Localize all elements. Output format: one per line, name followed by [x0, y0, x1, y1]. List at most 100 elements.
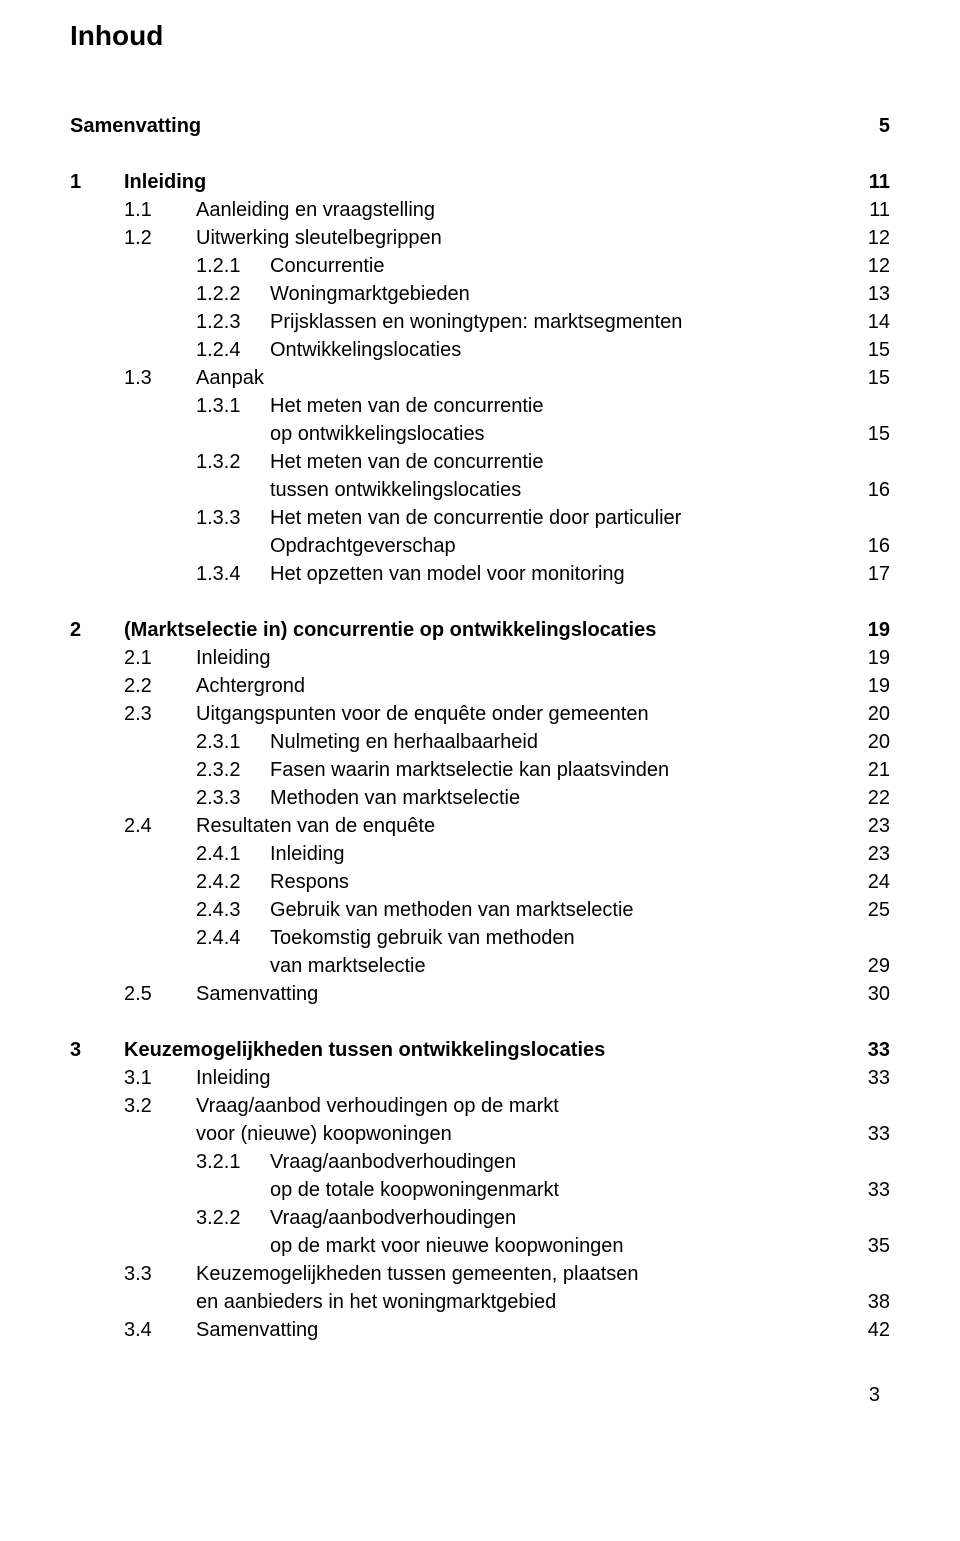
- toc-label: Inleiding: [124, 168, 830, 196]
- toc-number: 2.2: [124, 672, 196, 700]
- toc-row: tussen ontwikkelingslocaties 16: [70, 476, 890, 504]
- toc-label: Inleiding: [270, 840, 830, 868]
- toc-page: 22: [830, 784, 890, 812]
- toc-row: 1.2.3Prijsklassen en woningtypen: markts…: [70, 308, 890, 336]
- toc-row: op de totale koopwoningenmarkt 33: [70, 1176, 890, 1204]
- toc-page: 38: [830, 1288, 890, 1316]
- toc-label: Keuzemogelijkheden tussen ontwikkelingsl…: [124, 1036, 830, 1064]
- toc-label: Uitgangspunten voor de enquête onder gem…: [196, 700, 830, 728]
- toc-row: 3.2.1Vraag/aanbodverhoudingen: [70, 1148, 890, 1176]
- toc-page: 33: [830, 1036, 890, 1064]
- page-number: 3: [70, 1384, 890, 1407]
- toc-page: 11: [830, 196, 890, 224]
- toc-row: 1.2Uitwerking sleutelbegrippen 12: [70, 224, 890, 252]
- toc-page: 19: [830, 644, 890, 672]
- toc-number: 3.4: [124, 1316, 196, 1344]
- toc-number: 3.2.1: [196, 1148, 270, 1176]
- toc-number: 1.3.1: [196, 392, 270, 420]
- toc-row: 2(Marktselectie in) concurrentie op ontw…: [70, 616, 890, 644]
- toc-label: Aanpak: [196, 364, 830, 392]
- toc-label: Vraag/aanbodverhoudingen: [270, 1204, 830, 1232]
- toc-number: 1.2.1: [196, 252, 270, 280]
- toc-number: 1.2: [124, 224, 196, 252]
- toc-page: 15: [830, 420, 890, 448]
- toc-row: 2.3.1Nulmeting en herhaalbaarheid 20: [70, 728, 890, 756]
- toc-number: 3.1: [124, 1064, 196, 1092]
- toc-row: Opdrachtgeverschap 16: [70, 532, 890, 560]
- toc-row: op de markt voor nieuwe koopwoningen 35: [70, 1232, 890, 1260]
- toc-number: 3: [70, 1036, 124, 1064]
- toc-number: 2.3: [124, 700, 196, 728]
- toc-row: 2.2Achtergrond 19: [70, 672, 890, 700]
- toc-row: 2.3Uitgangspunten voor de enquête onder …: [70, 700, 890, 728]
- toc-page: 30: [830, 980, 890, 1008]
- toc-page: 29: [830, 952, 890, 980]
- toc-page: 16: [830, 476, 890, 504]
- toc-page: 35: [830, 1232, 890, 1260]
- toc-page: 25: [830, 896, 890, 924]
- toc-label: Samenvatting: [70, 112, 830, 140]
- toc-label: Vraag/aanbod verhoudingen op de markt: [196, 1092, 830, 1120]
- toc-row: 2.4.3Gebruik van methoden van marktselec…: [70, 896, 890, 924]
- toc-row: 1.3Aanpak 15: [70, 364, 890, 392]
- toc-page: 19: [830, 672, 890, 700]
- toc-row: en aanbieders in het woningmarktgebied 3…: [70, 1288, 890, 1316]
- toc-number: 1.3.3: [196, 504, 270, 532]
- toc-page: 23: [830, 812, 890, 840]
- toc-label: Samenvatting: [196, 1316, 830, 1344]
- toc-number: 2.1: [124, 644, 196, 672]
- toc-page: 21: [830, 756, 890, 784]
- toc-number: 2.3.3: [196, 784, 270, 812]
- toc-label: voor (nieuwe) koopwoningen: [196, 1120, 830, 1148]
- toc-row: 1.3.4Het opzetten van model voor monitor…: [70, 560, 890, 588]
- toc-number: 2.5: [124, 980, 196, 1008]
- toc-row: 2.4Resultaten van de enquête 23: [70, 812, 890, 840]
- toc-page: 33: [830, 1176, 890, 1204]
- toc-label: Vraag/aanbodverhoudingen: [270, 1148, 830, 1176]
- toc-label: Woningmarktgebieden: [270, 280, 830, 308]
- toc-label: Aanleiding en vraagstelling: [196, 196, 830, 224]
- toc-label: op ontwikkelingslocaties: [270, 420, 830, 448]
- toc-row: 1.3.2Het meten van de concurrentie: [70, 448, 890, 476]
- toc-number: 3.2: [124, 1092, 196, 1120]
- toc-row: 1Inleiding 11: [70, 168, 890, 196]
- page-title: Inhoud: [70, 20, 890, 52]
- toc-number: 2.3.1: [196, 728, 270, 756]
- toc-page: 20: [830, 728, 890, 756]
- toc-row: 2.4.4Toekomstig gebruik van methoden: [70, 924, 890, 952]
- toc-label: op de totale koopwoningenmarkt: [270, 1176, 830, 1204]
- toc-row: 3.3Keuzemogelijkheden tussen gemeenten, …: [70, 1260, 890, 1288]
- toc-label: Uitwerking sleutelbegrippen: [196, 224, 830, 252]
- toc-number: 1.3.2: [196, 448, 270, 476]
- toc-row: 3.4Samenvatting 42: [70, 1316, 890, 1344]
- toc-row: 1.2.4Ontwikkelingslocaties 15: [70, 336, 890, 364]
- toc-row: 2.3.3Methoden van marktselectie 22: [70, 784, 890, 812]
- toc-label: Resultaten van de enquête: [196, 812, 830, 840]
- toc-row: op ontwikkelingslocaties 15: [70, 420, 890, 448]
- toc-row: 1.2.1Concurrentie 12: [70, 252, 890, 280]
- toc-number: 1.3: [124, 364, 196, 392]
- toc-label: Prijsklassen en woningtypen: marktsegmen…: [270, 308, 830, 336]
- toc-number: 1.3.4: [196, 560, 270, 588]
- toc-number: 3.3: [124, 1260, 196, 1288]
- toc-row: 2.4.2Respons 24: [70, 868, 890, 896]
- toc-row: van marktselectie 29: [70, 952, 890, 980]
- toc-label: Samenvatting: [196, 980, 830, 1008]
- toc-label: Ontwikkelingslocaties: [270, 336, 830, 364]
- toc-row: 3.1Inleiding 33: [70, 1064, 890, 1092]
- toc-number: 2.4.4: [196, 924, 270, 952]
- toc-page: 16: [830, 532, 890, 560]
- toc-row: 1.3.3Het meten van de concurrentie door …: [70, 504, 890, 532]
- toc-row: 2.3.2Fasen waarin marktselectie kan plaa…: [70, 756, 890, 784]
- toc-row: 1.3.1Het meten van de concurrentie: [70, 392, 890, 420]
- toc-label: en aanbieders in het woningmarktgebied: [196, 1288, 830, 1316]
- toc-number: 1: [70, 168, 124, 196]
- toc-row: 2.5Samenvatting 30: [70, 980, 890, 1008]
- toc-page: 33: [830, 1120, 890, 1148]
- toc-page: 33: [830, 1064, 890, 1092]
- toc-label: Het meten van de concurrentie: [270, 392, 830, 420]
- document-page: Inhoud Samenvatting 5 1Inleiding 11 1.1A…: [0, 0, 960, 1437]
- toc-number: 1.2.4: [196, 336, 270, 364]
- toc-page: 23: [830, 840, 890, 868]
- toc-label: Toekomstig gebruik van methoden: [270, 924, 830, 952]
